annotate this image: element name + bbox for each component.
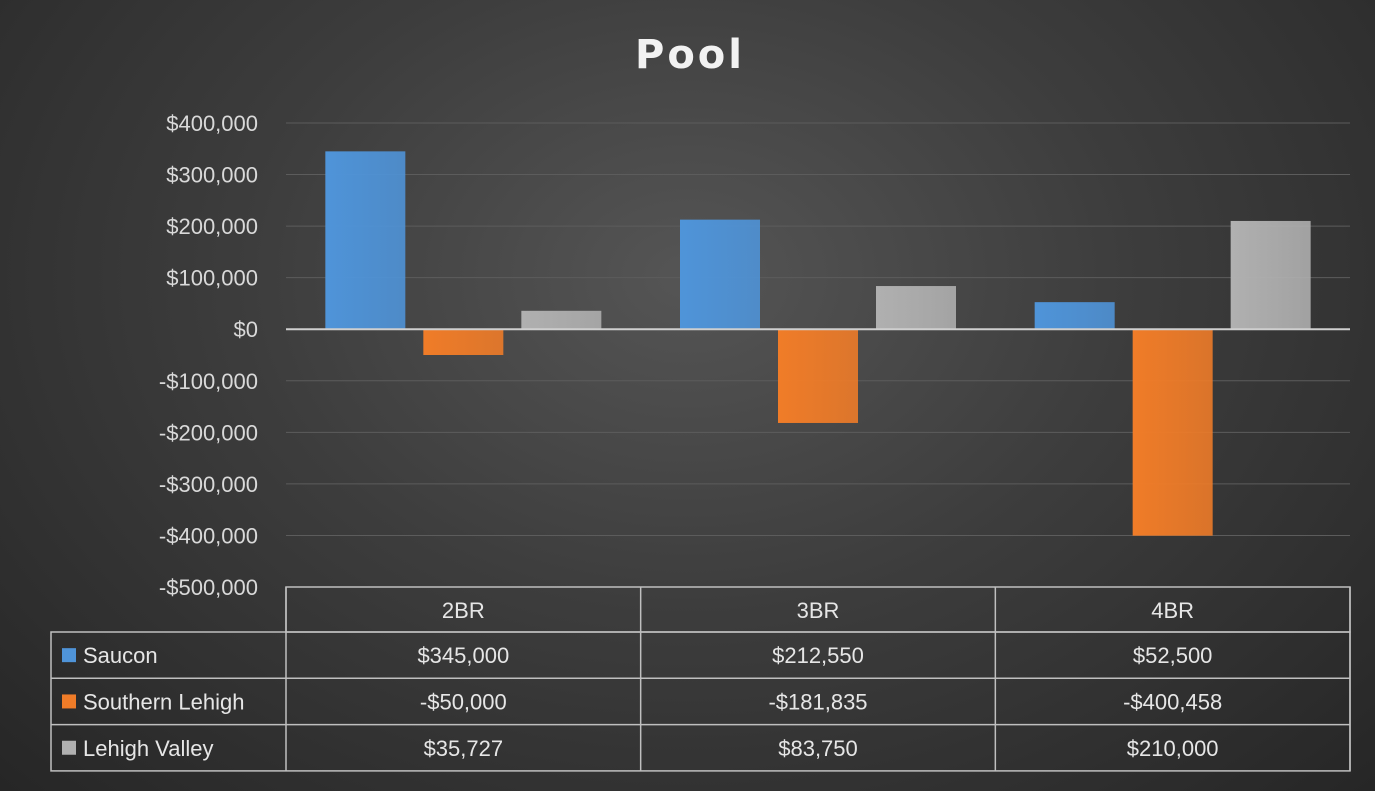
legend-label: Lehigh Valley bbox=[83, 736, 213, 761]
legend-label: Southern Lehigh bbox=[83, 689, 244, 714]
data-label: $210,000 bbox=[1127, 736, 1219, 761]
chart-title: Pool bbox=[635, 32, 745, 78]
y-tick-label: -$300,000 bbox=[159, 472, 258, 497]
legend-key-southern-lehigh bbox=[62, 694, 76, 709]
bar-lehigh-valley-4br bbox=[1230, 220, 1311, 330]
y-tick-label: $200,000 bbox=[166, 214, 258, 239]
y-tick-label: $100,000 bbox=[166, 266, 258, 291]
data-label: $52,500 bbox=[1133, 643, 1213, 668]
data-label: $83,750 bbox=[778, 736, 858, 761]
legend-key-lehigh-valley bbox=[62, 740, 76, 755]
y-tick-label: $300,000 bbox=[166, 163, 258, 188]
data-label: $35,727 bbox=[424, 736, 504, 761]
y-tick-label: $0 bbox=[234, 317, 258, 342]
x-category-label: 2BR bbox=[442, 598, 485, 623]
x-category-label: 4BR bbox=[1151, 598, 1194, 623]
y-tick-label: -$100,000 bbox=[159, 369, 258, 394]
y-axis-tick-labels: $400,000 $300,000 $200,000 $100,000 $0 -$100,… bbox=[159, 111, 258, 600]
y-tick-label: -$200,000 bbox=[159, 420, 258, 445]
y-tick-label: -$400,000 bbox=[159, 523, 258, 548]
bar-southern-lehigh-4br bbox=[1132, 329, 1213, 536]
data-label: $345,000 bbox=[417, 643, 509, 668]
legend-key-saucon bbox=[62, 648, 76, 663]
data-label: -$50,000 bbox=[420, 689, 507, 714]
bar-saucon-3br bbox=[680, 219, 760, 330]
bar-southern-lehigh-3br bbox=[778, 329, 858, 423]
y-tick-label: -$500,000 bbox=[159, 575, 258, 600]
x-category-label: 3BR bbox=[797, 598, 840, 623]
bar-saucon-2br bbox=[325, 151, 406, 330]
data-label: -$400,458 bbox=[1123, 689, 1222, 714]
bar-lehigh-valley-2br bbox=[521, 310, 602, 330]
data-label: $212,550 bbox=[772, 643, 864, 668]
legend-label: Saucon bbox=[83, 643, 158, 668]
y-tick-label: $400,000 bbox=[166, 111, 258, 136]
bar-saucon-4br bbox=[1034, 302, 1115, 330]
data-table: 2BR 3BR 4BR Saucon $345,000 $212,550 $52,500 So… bbox=[50, 586, 1351, 772]
bar-lehigh-valley-3br bbox=[876, 286, 956, 330]
bars bbox=[325, 151, 1311, 536]
bar-southern-lehigh-2br bbox=[423, 329, 504, 355]
data-label: -$181,835 bbox=[768, 689, 867, 714]
